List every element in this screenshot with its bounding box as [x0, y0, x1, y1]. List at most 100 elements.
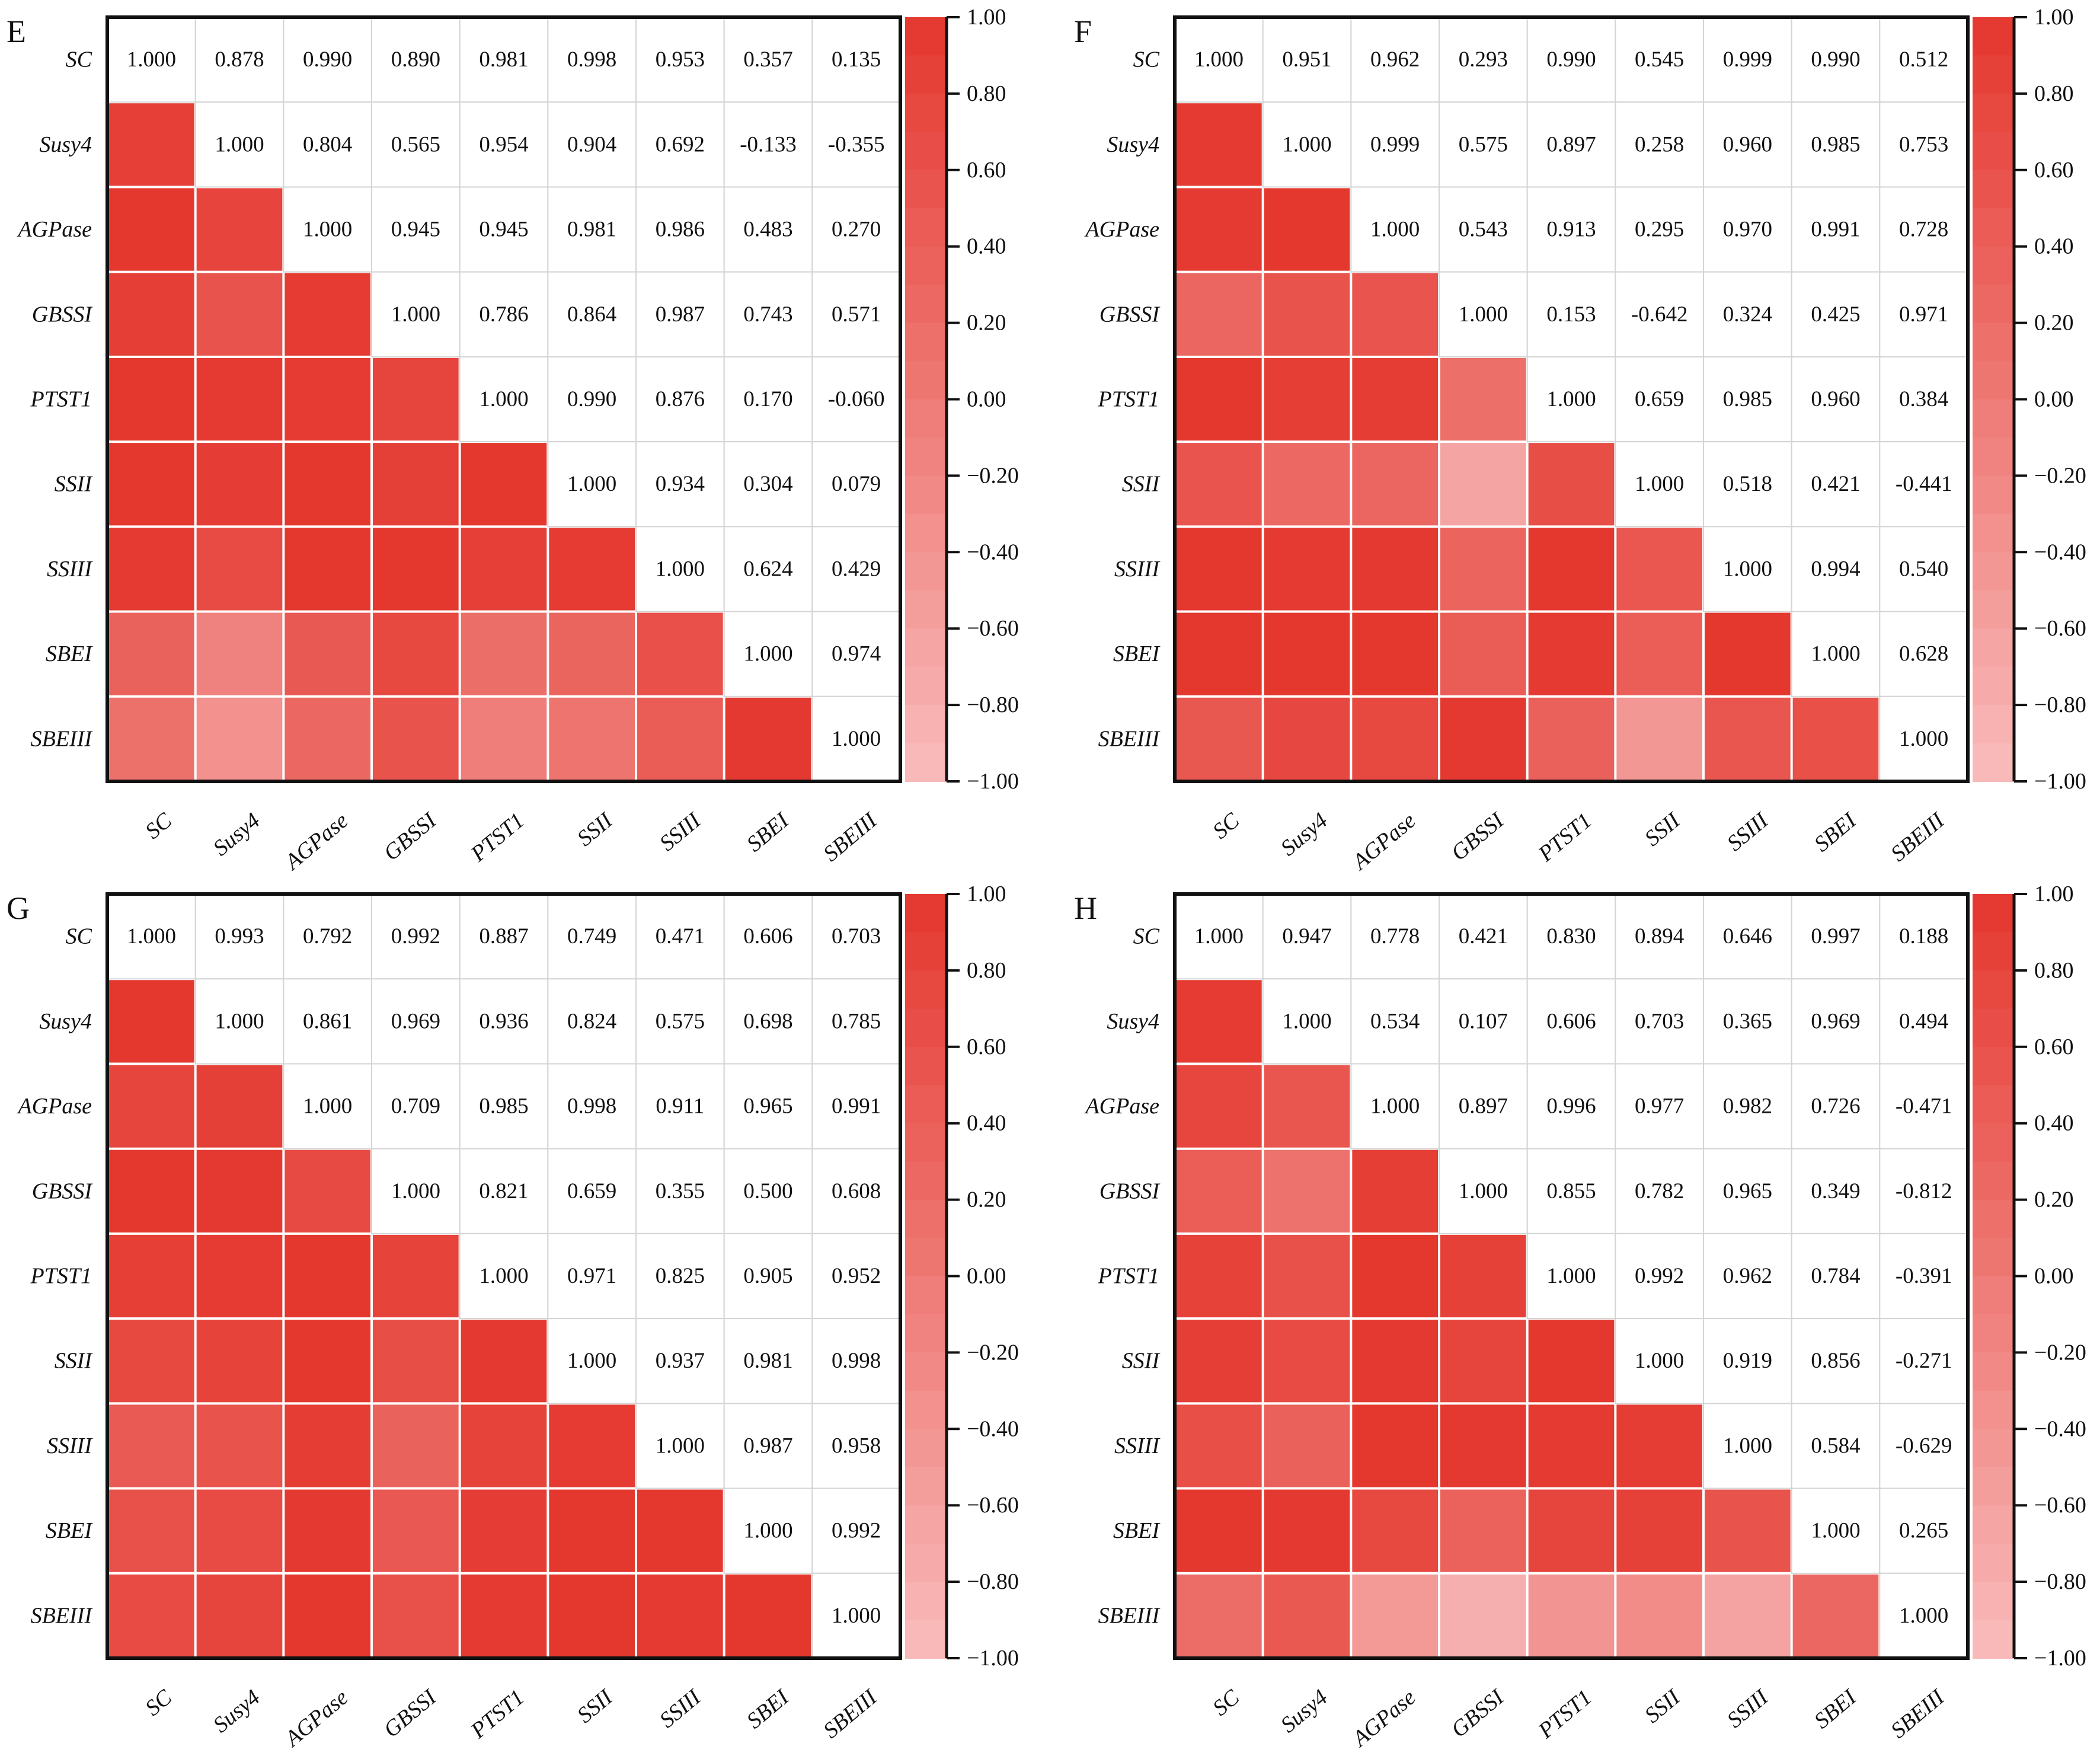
correlation-value-label: 0.965: [1723, 1179, 1772, 1203]
correlation-value-label: 0.998: [567, 1094, 616, 1119]
colorbar-band: [905, 743, 947, 782]
heatmap-cell-colored: [285, 612, 370, 695]
heatmap-cell-value: [1615, 893, 1704, 980]
heatmap-cell-colored: [1176, 612, 1262, 695]
heatmap-cell-value: [635, 1318, 725, 1404]
correlation-value-label: 0.990: [303, 47, 352, 72]
heatmap-cell-colored: [725, 1574, 811, 1657]
heatmap-cell-colored: [1705, 612, 1791, 695]
heatmap-cell-colored: [1352, 1489, 1438, 1572]
x-axis-label: SSII: [1640, 1684, 1686, 1728]
x-axis-label: SBEI: [1810, 807, 1862, 857]
correlation-value-label: 1.000: [743, 642, 792, 666]
heatmap-cell-value: [1703, 101, 1792, 188]
correlation-value-label: 0.969: [1811, 1009, 1860, 1033]
colorbar-band: [905, 552, 947, 591]
correlation-value-label: 0.421: [1811, 472, 1860, 496]
correlation-value-label: -0.060: [828, 387, 885, 411]
correlation-value-label: 0.543: [1459, 218, 1508, 242]
heatmap-cell-value: [723, 1063, 813, 1150]
colorbar-band: [905, 1085, 947, 1124]
heatmap-cell-colored: [549, 697, 635, 780]
y-axis-label: GBSSI: [1099, 1179, 1161, 1203]
correlation-value-label: 0.986: [656, 218, 705, 242]
x-axis-label: SBEIII: [1886, 807, 1950, 866]
heatmap-cell-value: [1615, 441, 1704, 528]
heatmap-cell-colored: [1440, 1234, 1526, 1318]
heatmap-cell-colored: [1176, 1404, 1262, 1487]
colorbar-tick-label: −0.60: [2034, 1493, 2086, 1518]
correlation-value-label: 0.981: [743, 1349, 792, 1373]
correlation-value-label: 0.571: [832, 302, 881, 327]
heatmap-cell-value: [547, 978, 637, 1065]
colorbar-band: [1973, 1352, 2014, 1391]
x-axis-label: GBSSI: [379, 807, 442, 866]
correlation-value-label: 0.937: [656, 1349, 705, 1373]
heatmap-cell-colored: [196, 612, 283, 695]
heatmap-cell-value: [723, 186, 813, 273]
heatmap-cell-value: [371, 17, 461, 103]
heatmap-cell-colored: [461, 697, 547, 780]
heatmap-cell-colored: [549, 1404, 635, 1487]
colorbar-band: [1973, 1046, 2014, 1086]
correlation-value-label: 0.703: [832, 924, 881, 949]
x-axis-label: AGPase: [279, 1685, 353, 1752]
heatmap-cell-colored: [285, 1489, 370, 1572]
correlation-value-label: 0.982: [1723, 1094, 1772, 1119]
heatmap-cell-colored: [549, 528, 635, 611]
correlation-value-label: 1.000: [391, 302, 440, 327]
heatmap-cell-colored: [373, 1574, 459, 1657]
colorbar-band: [905, 361, 947, 400]
correlation-value-label: 0.904: [567, 132, 616, 157]
correlation-value-label: 0.153: [1546, 302, 1596, 327]
heatmap-cell-colored: [373, 443, 459, 526]
colorbar-tick-label: 0.60: [2034, 1035, 2074, 1059]
heatmap-cell-colored: [285, 357, 370, 441]
heatmap-cell-value: [1526, 978, 1616, 1065]
heatmap-cell-value: [1615, 1148, 1704, 1234]
correlation-value-label: 0.974: [832, 642, 881, 666]
correlation-value-label: 0.575: [1459, 132, 1508, 157]
colorbar-tick-label: 0.60: [967, 1035, 1006, 1059]
colorbar-band: [1973, 132, 2014, 171]
heatmap-cell-colored: [1352, 1320, 1438, 1403]
heatmap-cell-value: [1879, 526, 1968, 612]
correlation-value-label: 0.878: [215, 47, 264, 72]
correlation-value-label: 1.000: [1546, 387, 1596, 411]
x-axis-label: SSIII: [1722, 807, 1774, 856]
colorbar-band: [1973, 705, 2014, 744]
heatmap-frame: [106, 15, 902, 783]
y-axis-label: SSII: [55, 472, 94, 497]
heatmap-cell-colored: [108, 1234, 194, 1318]
heatmap-cell-colored: [1440, 1404, 1526, 1487]
heatmap-cell-value: [547, 17, 637, 103]
colorbar-band: [905, 628, 947, 668]
colorbar-tick-label: −1.00: [2034, 769, 2086, 794]
x-axis-label: AGPase: [1347, 1685, 1421, 1752]
heatmap-cell-value: [1879, 356, 1968, 443]
x-axis-label: Susy4: [1276, 808, 1332, 861]
correlation-value-label: -0.642: [1631, 302, 1688, 327]
correlation-value-label: 0.584: [1811, 1433, 1860, 1458]
correlation-value-label: 0.830: [1546, 924, 1596, 949]
heatmap-cell-colored: [1264, 612, 1350, 695]
x-axis-label: SSIII: [655, 1684, 707, 1733]
correlation-value-label: 0.999: [1723, 47, 1772, 72]
heatmap-cell-colored: [196, 1150, 283, 1233]
correlation-value-label: 0.997: [1811, 924, 1860, 949]
y-axis-label: SSIII: [47, 1433, 93, 1458]
x-axis-label: SSIII: [1722, 1684, 1774, 1733]
x-axis-label: SSIII: [655, 807, 707, 856]
heatmap-cell-colored: [637, 1574, 723, 1657]
colorbar-band: [1973, 894, 2014, 933]
heatmap-cell-colored: [1176, 1489, 1262, 1572]
heatmap-cell-colored: [196, 273, 283, 356]
colorbar-band: [1973, 361, 2014, 400]
correlation-value-label: 1.000: [743, 1519, 792, 1543]
correlation-value-label: 1.000: [656, 1433, 705, 1458]
colorbar-tick-label: 0.40: [967, 234, 1006, 259]
colorbar-band: [905, 1505, 947, 1544]
y-axis-label: AGPase: [16, 1094, 92, 1119]
x-axis-label: SC: [140, 808, 177, 844]
heatmap-cell-value: [194, 978, 285, 1065]
